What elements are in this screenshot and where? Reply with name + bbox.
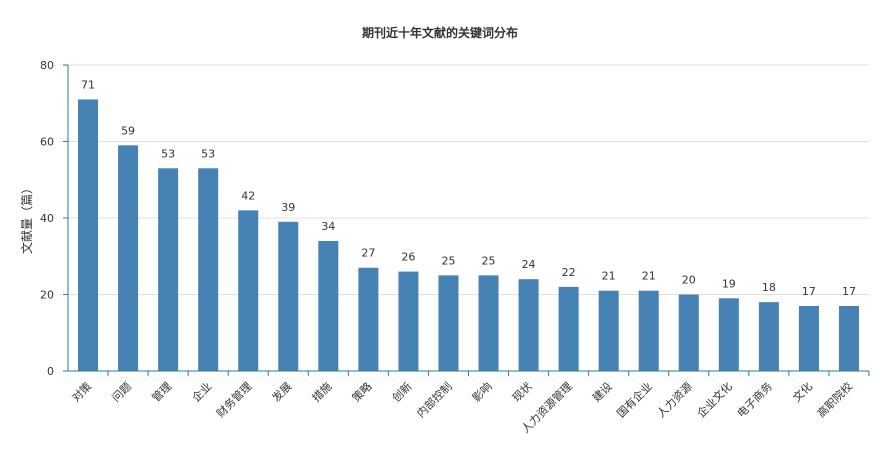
x-tick-label: 对策 (69, 379, 94, 404)
bar[interactable] (518, 279, 539, 371)
bar[interactable] (438, 275, 459, 371)
bar[interactable] (558, 286, 579, 371)
bar[interactable] (278, 221, 299, 371)
x-tick-label: 现状 (509, 379, 534, 404)
data-label: 18 (762, 281, 776, 294)
chart-title: 期刊近十年文献的关键词分布 (362, 25, 518, 40)
data-label: 71 (81, 78, 95, 91)
bar[interactable] (158, 168, 179, 371)
data-label: 34 (321, 220, 335, 233)
bar[interactable] (718, 298, 739, 371)
data-label: 27 (361, 247, 375, 260)
data-label: 21 (602, 270, 616, 283)
data-label: 22 (562, 266, 576, 279)
y-tick-label: 20 (40, 289, 54, 302)
data-label: 19 (722, 277, 736, 290)
bar[interactable] (398, 271, 419, 371)
data-label: 59 (121, 124, 135, 137)
bar[interactable] (318, 240, 339, 371)
bar-layer (78, 99, 859, 372)
x-tick-label: 高职院校 (814, 379, 855, 420)
x-tick-label: 文化 (790, 379, 815, 404)
bar[interactable] (478, 275, 499, 371)
y-axis-label: 文献量（篇） (19, 182, 34, 254)
x-tick-label: 管理 (149, 379, 174, 404)
data-label: 25 (482, 254, 496, 267)
x-tick-label: 策略 (349, 379, 374, 404)
x-tick-label: 影响 (470, 380, 495, 405)
x-tick-label: 问题 (109, 380, 134, 405)
bar[interactable] (678, 294, 699, 372)
data-label: 26 (401, 251, 415, 264)
bar[interactable] (638, 290, 659, 371)
bar[interactable] (798, 305, 819, 371)
bar[interactable] (118, 145, 139, 371)
x-tick-label: 创新 (389, 379, 414, 404)
bar[interactable] (598, 290, 619, 371)
x-tick-label: 国有企业 (614, 379, 655, 420)
data-label: 24 (522, 258, 536, 271)
x-tick-label: 企业 (189, 379, 214, 404)
x-tick-label: 电子商务 (734, 379, 775, 420)
y-tick-label: 40 (40, 212, 54, 225)
data-label: 20 (682, 274, 696, 287)
bar[interactable] (78, 99, 99, 372)
data-label: 53 (201, 147, 215, 160)
x-tick-label: 内部控制 (414, 379, 455, 420)
x-tick-label: 财务管理 (213, 379, 254, 420)
data-label: 21 (642, 270, 656, 283)
x-tick-label: 人力资源 (654, 379, 695, 420)
data-label: 42 (241, 189, 255, 202)
bar[interactable] (838, 305, 859, 371)
data-label: 39 (281, 201, 295, 214)
bar[interactable] (198, 168, 219, 371)
data-label: 53 (161, 147, 175, 160)
x-tick-label: 企业文化 (694, 379, 735, 420)
y-tick-label: 80 (40, 59, 54, 72)
bar[interactable] (358, 267, 379, 371)
grid-layer (68, 64, 869, 295)
bar[interactable] (758, 302, 779, 371)
x-tick-label: 建设 (589, 379, 614, 404)
data-label: 17 (802, 285, 816, 298)
data-label: 17 (842, 285, 856, 298)
data-label: 25 (441, 254, 455, 267)
y-tick-label: 60 (40, 136, 54, 149)
y-tick-label: 0 (47, 365, 54, 378)
x-tick-label: 措施 (309, 379, 334, 404)
bar[interactable] (238, 210, 259, 371)
x-tick-label: 发展 (269, 379, 294, 404)
data-label-layer: 71 59 53 53 42 39 34 27 26 25 25 24 22 21 21 20 19 18 17 17 (81, 78, 856, 298)
